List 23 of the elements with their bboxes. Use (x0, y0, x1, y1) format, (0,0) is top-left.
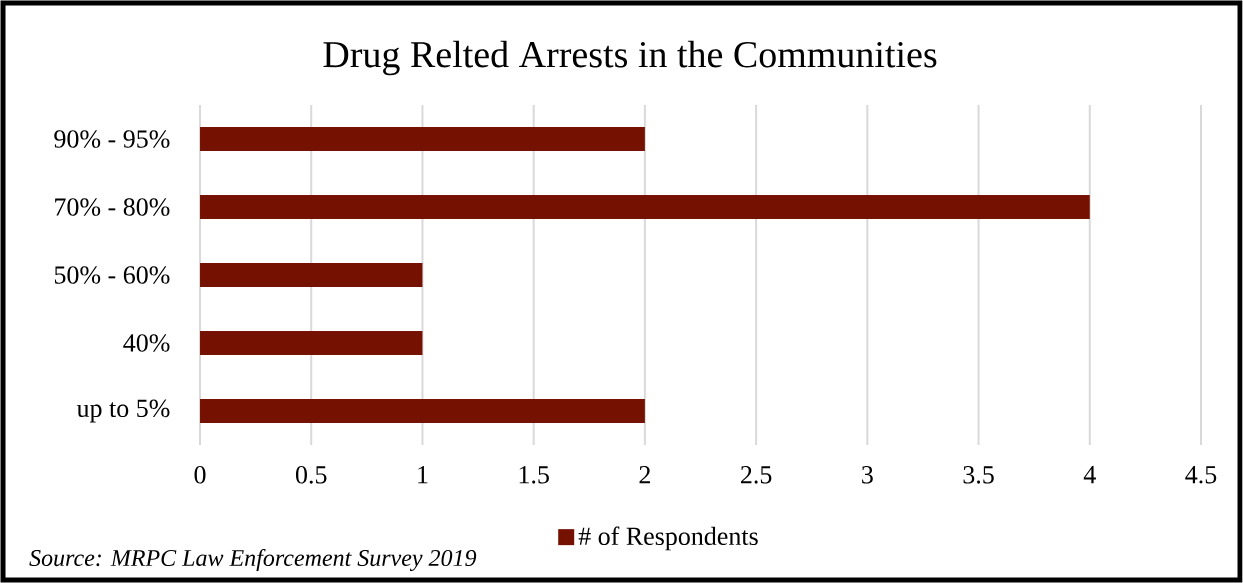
y-tick-label: 50% - 60% (54, 266, 170, 284)
bar (200, 195, 1090, 219)
chart-title: Drug Relted Arrests in the Communities (323, 40, 937, 76)
x-tick-label: 4 (1083, 466, 1096, 484)
x-tick-label: 1.5 (519, 466, 549, 484)
x-tick-label: 4.5 (1185, 466, 1217, 484)
x-tick-label: 2.5 (740, 466, 772, 484)
x-tick-label: 0.5 (295, 466, 327, 484)
y-tick-label: 40% (123, 334, 170, 352)
bar (200, 127, 645, 151)
y-tick-label: 70% - 80% (55, 198, 170, 216)
x-tick-label: 3 (862, 466, 873, 484)
x-tick-label: 0 (194, 466, 206, 484)
bar (200, 330, 423, 355)
y-tick-label: up to 5% (76, 399, 170, 423)
bar (200, 263, 423, 287)
bar (200, 399, 645, 423)
y-tick-label: 90% - 95% (54, 130, 170, 148)
x-tick-label: 3.5 (963, 466, 994, 484)
x-tick-label: 1 (418, 466, 428, 484)
x-tick-label: 2 (639, 466, 650, 484)
source-note: Source: MRPC Law Enforcement Survey 2019 (29, 548, 477, 572)
legend-label: # of Respondents (578, 526, 758, 551)
